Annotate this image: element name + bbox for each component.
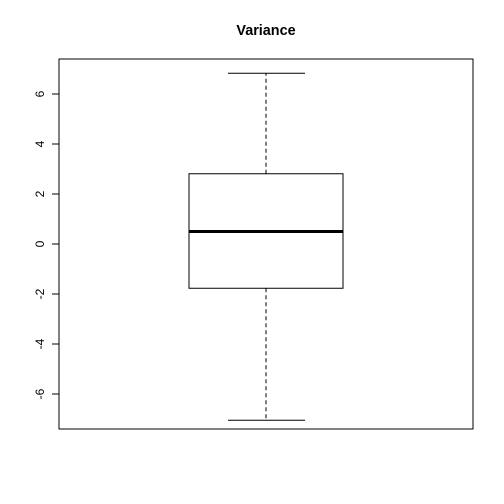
- y-tick-label: -2: [33, 288, 47, 299]
- chart-title: Variance: [236, 23, 295, 39]
- y-tick-label: -4: [33, 338, 47, 349]
- y-tick-label: 6: [33, 90, 47, 97]
- y-axis-ticks: -6 -4 -2 0 2 4 6: [33, 90, 59, 399]
- y-tick-label: -6: [33, 388, 47, 399]
- y-tick-label: 0: [33, 240, 47, 247]
- box-plot: [188, 72, 344, 421]
- y-tick-label: 4: [33, 140, 47, 147]
- y-tick-label: 2: [33, 190, 47, 197]
